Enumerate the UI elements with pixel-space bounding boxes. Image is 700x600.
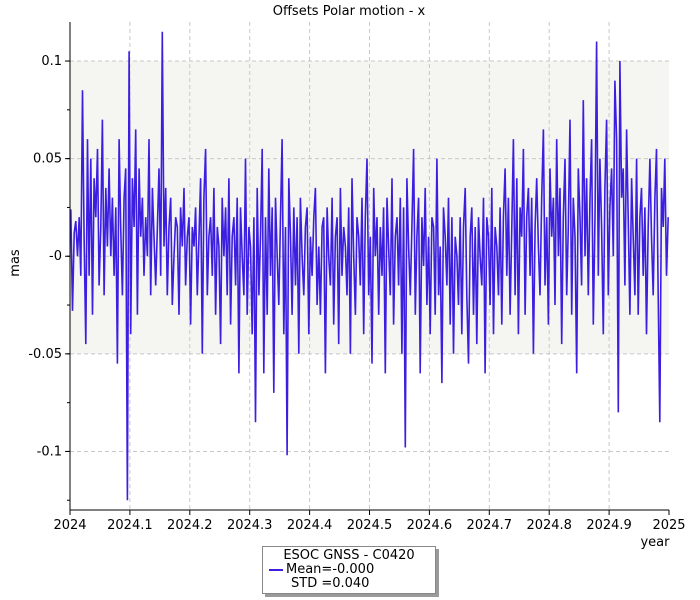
x-tick-label: 2024.1 — [107, 518, 153, 533]
x-tick-labels: 2024 2024.1 2024.2 2024.3 2024.4 2024.5 2024.6… — [53, 518, 685, 533]
y-tick-labels: 0.1 0.05 -0 -0.05 -0.1 — [28, 54, 62, 459]
x-tick-label: 2024.6 — [407, 518, 453, 533]
y-tick-label: 0.1 — [41, 54, 62, 69]
x-tick-label: 2024.7 — [467, 518, 513, 533]
legend-series-name: ESOC GNSS - C0420 — [283, 548, 415, 563]
legend-line-swatch — [269, 569, 283, 571]
grid-lines — [65, 22, 670, 515]
x-tick-label: 2024 — [53, 518, 86, 533]
x-tick-label: 2024.5 — [347, 518, 393, 533]
x-tick-label: 2024.3 — [227, 518, 273, 533]
legend-std: STD =0.040 — [291, 576, 370, 591]
y-tick-label: -0 — [49, 249, 62, 264]
y-tick-label: 0.05 — [33, 152, 62, 167]
x-tick-label: 2024.8 — [526, 518, 572, 533]
legend: ESOC GNSS - C0420 Mean=-0.000 STD =0.040 — [262, 546, 436, 594]
x-tick-label: 2024.4 — [287, 518, 333, 533]
x-tick-label: 2024.2 — [167, 518, 213, 533]
x-axis-label: year — [640, 535, 670, 550]
y-axis-label: mas — [8, 249, 23, 277]
x-tick-label: 2024.9 — [586, 518, 632, 533]
series-line-esoc-gnss — [70, 31, 669, 501]
x-tick-label: 2025 — [652, 518, 685, 533]
y-tick-label: -0.1 — [37, 444, 62, 459]
legend-mean: Mean=-0.000 — [286, 562, 375, 577]
chart-title: Offsets Polar motion - x — [273, 4, 426, 19]
y-tick-label: -0.05 — [28, 347, 62, 362]
axes — [69, 22, 669, 511]
